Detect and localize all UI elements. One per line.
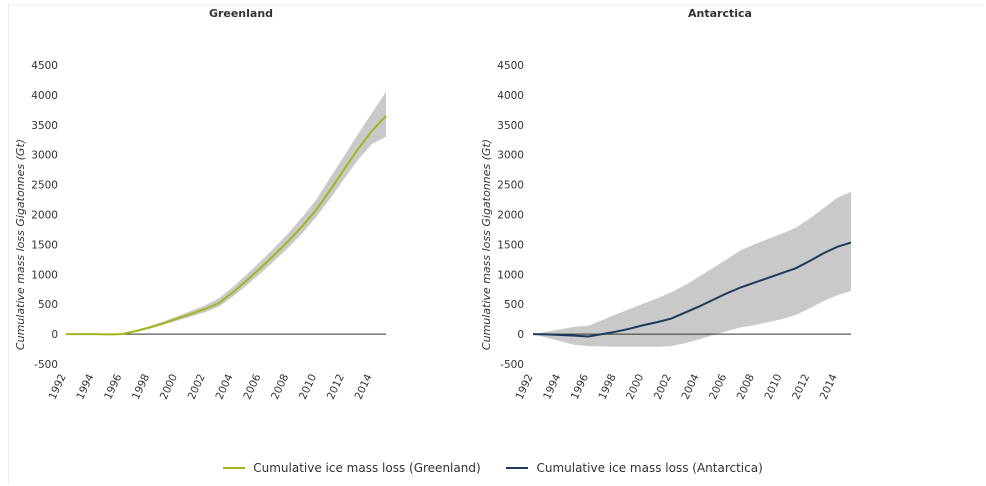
- y-tick-label: 1000: [31, 269, 58, 281]
- y-tick-label: -500: [34, 359, 58, 371]
- y-tick-label: 2500: [31, 180, 58, 192]
- legend-swatch-greenland: [223, 467, 246, 469]
- y-tick-label: 500: [38, 299, 58, 311]
- x-tick-label: 1996: [102, 372, 124, 402]
- panel-antarctica: Antarctica Cumulative mass loss Gigatonne…: [480, 7, 852, 402]
- x-tick-label: 2010: [297, 372, 319, 401]
- x-tick-label: 1998: [597, 372, 619, 401]
- x-tick-label: 2000: [158, 372, 180, 401]
- x-tick-label: 2012: [790, 372, 812, 401]
- y-tick-label: 2000: [497, 210, 524, 222]
- x-tick-label: 2012: [325, 372, 347, 401]
- y-tick-label: 4000: [497, 90, 524, 102]
- x-tick-label: 2000: [624, 372, 646, 401]
- uncertainty-band-antarctica: [533, 191, 851, 347]
- series-line-greenland: [66, 115, 387, 336]
- x-tick-label: 1996: [569, 372, 591, 402]
- y-tick-label: 2000: [31, 210, 58, 222]
- x-tick-label: 2008: [735, 372, 757, 401]
- x-tick-label: 2004: [679, 372, 701, 402]
- x-tick-label: 2002: [186, 372, 208, 401]
- x-tick-label: 2006: [241, 372, 263, 402]
- legend-item-antarctica[interactable]: Cumulative ice mass loss (Antarctica): [506, 461, 763, 475]
- chart-frame: [8, 4, 984, 484]
- x-tick-label: 2014: [353, 372, 375, 402]
- chart-title-greenland: Greenland: [209, 7, 273, 20]
- y-tick-label: 4500: [31, 60, 58, 72]
- panel-greenland: Greenland Cumulative mass loss Gigatonnes…: [14, 7, 387, 402]
- y-axis-label-greenland: Cumulative mass loss Gigatonnes (Gt): [14, 139, 27, 350]
- y-tick-label: 4000: [31, 90, 58, 102]
- y-tick-label: 3500: [497, 120, 524, 132]
- y-tick-label: 4500: [497, 60, 524, 72]
- x-tick-label: 1992: [47, 372, 69, 401]
- x-tick-label: 1998: [130, 372, 152, 401]
- legend-swatch-antarctica: [506, 467, 529, 469]
- y-tick-label: 3500: [31, 120, 58, 132]
- y-axis-label-antarctica: Cumulative mass loss Gigatonnes (Gt): [480, 139, 493, 350]
- y-tick-label: 3000: [31, 150, 58, 162]
- legend-label-antarctica: Cumulative ice mass loss (Antarctica): [536, 461, 763, 475]
- y-tick-label: 1500: [31, 239, 58, 251]
- x-tick-label: 2004: [214, 372, 236, 402]
- y-tick-label: 0: [517, 329, 524, 341]
- chart-title-antarctica: Antarctica: [688, 7, 752, 20]
- x-tick-label: 2002: [652, 372, 674, 401]
- y-tick-label: -500: [500, 359, 524, 371]
- legend-label-greenland: Cumulative ice mass loss (Greenland): [253, 461, 481, 475]
- x-tick-label: 2010: [762, 372, 784, 401]
- x-tick-label: 2006: [707, 372, 729, 402]
- x-tick-label: 2014: [818, 372, 840, 402]
- y-tick-label: 500: [504, 299, 524, 311]
- y-tick-label: 1500: [497, 239, 524, 251]
- x-tick-label: 1994: [74, 372, 96, 402]
- chart-area: Greenland Cumulative mass loss Gigatonnes…: [14, 7, 852, 402]
- x-tick-label: 1994: [541, 372, 563, 402]
- y-tick-label: 1000: [497, 269, 524, 281]
- legend-item-greenland[interactable]: Cumulative ice mass loss (Greenland): [223, 461, 481, 475]
- y-tick-label: 0: [51, 329, 58, 341]
- y-tick-label: 3000: [497, 150, 524, 162]
- y-tick-label: 2500: [497, 180, 524, 192]
- x-tick-label: 1992: [514, 372, 536, 401]
- legend: Cumulative ice mass loss (Greenland) Cum…: [0, 458, 986, 475]
- series-line-antarctica: [532, 241, 852, 338]
- x-tick-label: 2008: [269, 372, 291, 401]
